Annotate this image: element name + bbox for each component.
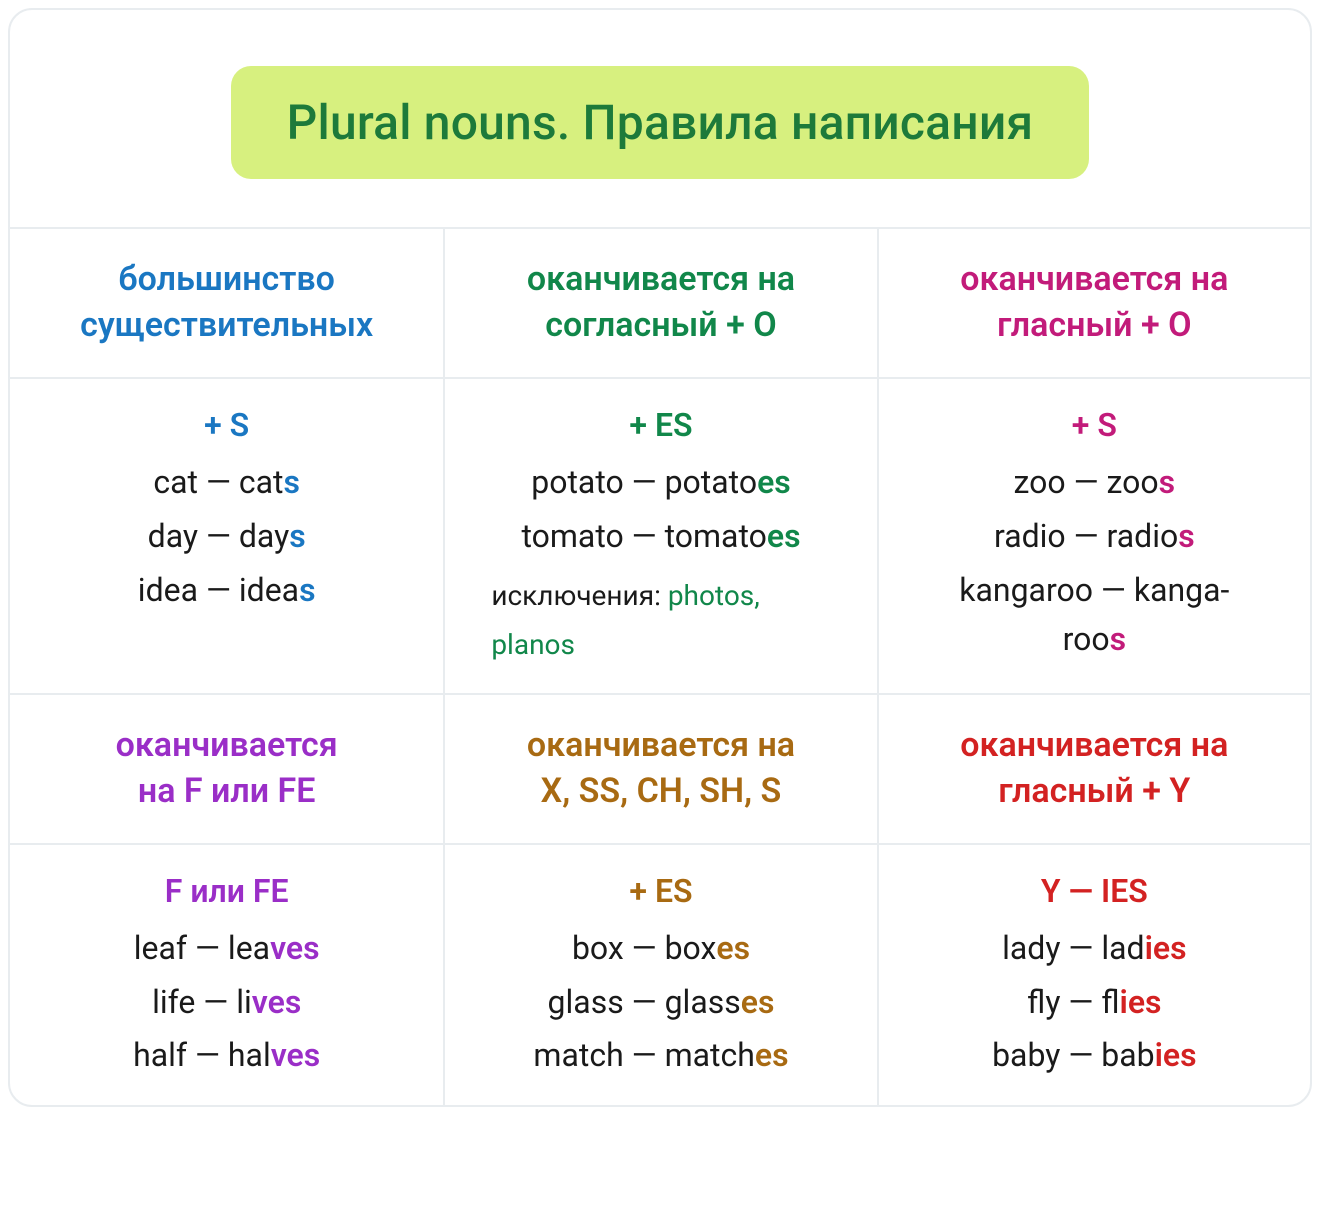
rule-label: + ES (629, 867, 692, 917)
rule-header: оканчивается насогласный + O (443, 227, 876, 377)
rule-label: Y — IES (1041, 867, 1148, 917)
example-row: baby — babies (992, 1031, 1197, 1081)
exception-row: исключения: photos, planos (465, 570, 856, 669)
rule-body: + S cat — catsday — daysidea — ideas (10, 377, 443, 693)
rule-label: + S (1072, 401, 1117, 451)
rule-label: F или FE (165, 867, 289, 917)
example-row: half — halves (133, 1031, 320, 1081)
rule-header: оканчиваетсяна F или FE (10, 693, 443, 843)
rule-body: + ES potato — potatoestomato — tomatoes ис… (443, 377, 876, 693)
grammar-card: Plural nouns. Правила написания большинс… (8, 8, 1312, 1107)
example-row: match — matches (533, 1031, 788, 1081)
rule-body: + ES box — boxesglass — glassesmatch — ma… (443, 843, 876, 1105)
page-title: Plural nouns. Правила написания (231, 66, 1090, 179)
example-row: tomato — tomatoes (521, 512, 800, 562)
rule-header: оканчивается нагласный + Y (877, 693, 1310, 843)
rule-body: F или FE leaf — leaveslife — liveshalf — … (10, 843, 443, 1105)
rules-grid: большинствосуществительныхоканчивается н… (10, 227, 1310, 1105)
rule-label: + ES (629, 401, 692, 451)
example-row: life — lives (152, 978, 301, 1028)
example-row: glass — glasses (548, 978, 775, 1028)
example-row: box — boxes (572, 924, 750, 974)
rule-header: большинствосуществительных (10, 227, 443, 377)
title-wrap: Plural nouns. Правила написания (10, 10, 1310, 227)
example-row: radio — radios (994, 512, 1195, 562)
example-row: potato — potatoes (531, 458, 791, 508)
rule-label: + S (204, 401, 249, 451)
rule-header: оканчивается наX, SS, CH, SH, S (443, 693, 876, 843)
rule-header: оканчивается нагласный + O (877, 227, 1310, 377)
example-row: day — days (148, 512, 306, 562)
example-row: zoo — zoos (1014, 458, 1176, 508)
rule-body: + S zoo — zoosradio — radioskangaroo — ka… (877, 377, 1310, 693)
rule-body: Y — IES lady — ladiesfly — fliesbaby — ba… (877, 843, 1310, 1105)
example-row: leaf — leaves (134, 924, 320, 974)
example-row: idea — ideas (138, 566, 316, 616)
example-row: kangaroo — kanga-roos (959, 566, 1229, 665)
example-row: cat — cats (153, 458, 300, 508)
example-row: fly — flies (1027, 978, 1161, 1028)
example-row: lady — ladies (1002, 924, 1186, 974)
